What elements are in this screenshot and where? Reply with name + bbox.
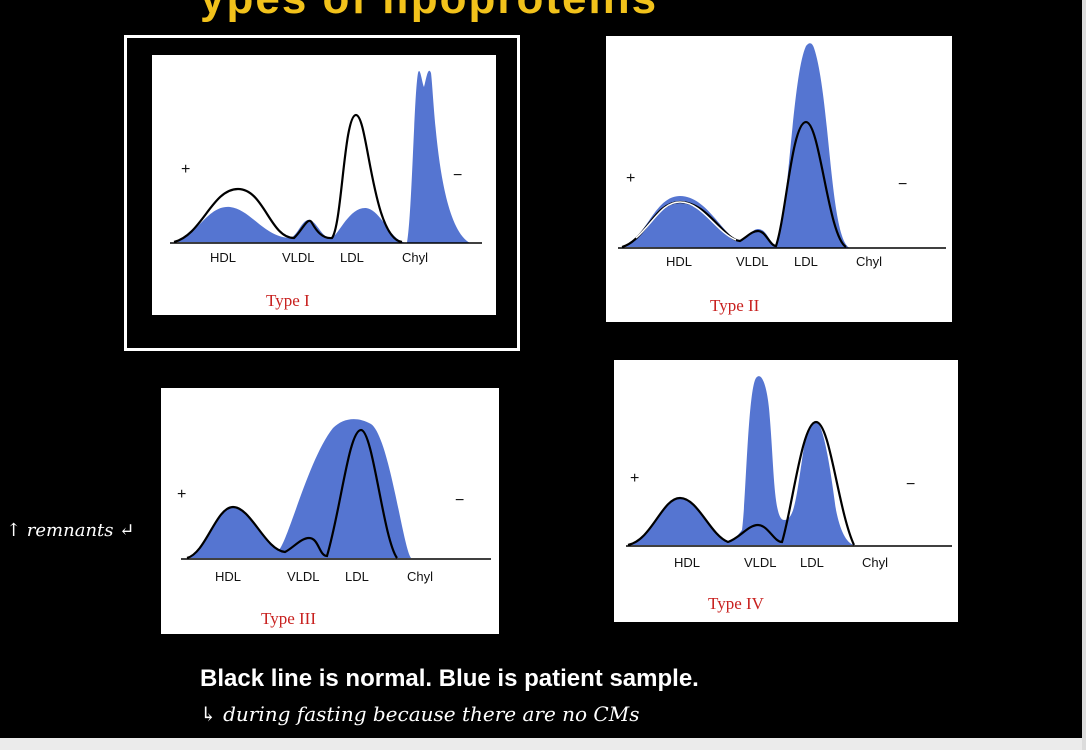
plus-sign: + <box>630 470 640 487</box>
electrophoresis-panel-type-ii: + − HDL VLDL LDL Chyl Type II <box>606 36 952 322</box>
patient-sample-area <box>174 70 470 243</box>
label-ldl: LDL <box>340 250 364 265</box>
type-label: Type I <box>266 291 310 310</box>
label-chyl: Chyl <box>402 250 429 265</box>
label-vldl: VLDL <box>282 250 315 265</box>
label-hdl: HDL <box>215 569 242 584</box>
label-ldl: LDL <box>800 555 824 570</box>
highlight-box <box>124 35 520 351</box>
minus-sign: − <box>455 492 465 509</box>
label-chyl: Chyl <box>407 569 434 584</box>
label-vldl: VLDL <box>744 555 777 570</box>
normal-line <box>627 420 856 547</box>
label-chyl: Chyl <box>856 254 883 269</box>
plus-sign: + <box>181 161 191 178</box>
caption: Black line is normal. Blue is patient sa… <box>200 665 699 692</box>
label-ldl: LDL <box>794 254 818 269</box>
type-label: Type II <box>710 296 760 315</box>
label-ldl: LDL <box>345 569 369 584</box>
slide-title-fragment: ypes of lipoproteins <box>200 0 658 24</box>
electrophoresis-plot <box>626 376 952 547</box>
plus-sign: + <box>177 486 187 503</box>
label-vldl: VLDL <box>287 569 320 584</box>
window-right-edge <box>1082 0 1086 750</box>
normal-line <box>186 428 398 560</box>
patient-sample-area <box>628 376 854 545</box>
type-label: Type III <box>261 609 316 628</box>
electrophoresis-panel-type-iv: + − HDL VLDL LDL Chyl Type IV <box>614 360 958 622</box>
window-bottom-strip <box>0 738 1086 750</box>
normal-line-white <box>635 201 737 241</box>
electrophoresis-plot <box>618 43 946 249</box>
minus-sign: − <box>898 176 908 193</box>
normal-line <box>173 113 403 244</box>
electrophoresis-panel-type-i: + − HDL VLDL LDL Chyl Type I <box>152 55 496 315</box>
label-vldl: VLDL <box>736 254 769 269</box>
minus-sign: − <box>453 167 463 184</box>
electrophoresis-plot <box>181 419 491 560</box>
plus-sign: + <box>626 170 636 187</box>
label-hdl: HDL <box>210 250 237 265</box>
electrophoresis-panel-type-iii: + − HDL VLDL LDL Chyl Type III <box>161 388 499 634</box>
label-hdl: HDL <box>674 555 701 570</box>
minus-sign: − <box>906 476 916 493</box>
patient-sample-area <box>187 419 411 558</box>
remnants-annotation: ↑ remnants ↵ <box>6 520 135 541</box>
fasting-annotation: ↳ during fasting because there are no CM… <box>200 702 640 726</box>
label-hdl: HDL <box>666 254 693 269</box>
type-label: Type IV <box>708 594 764 613</box>
label-chyl: Chyl <box>862 555 889 570</box>
patient-sample-area <box>622 43 850 248</box>
electrophoresis-plot <box>170 70 482 244</box>
